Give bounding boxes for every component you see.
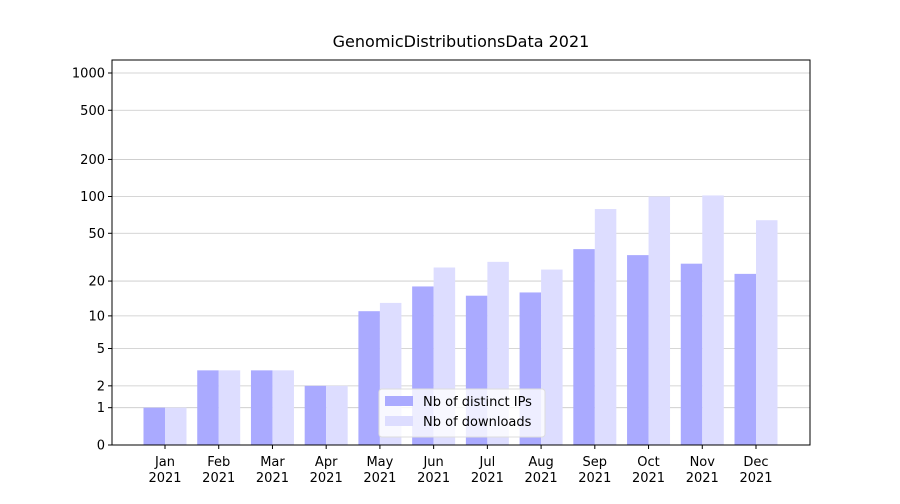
bar	[197, 370, 219, 445]
y-tick-label: 1000	[72, 66, 105, 81]
bar	[573, 249, 595, 445]
bar	[734, 273, 756, 445]
legend-label: Nb of distinct IPs	[423, 395, 532, 410]
x-tick-label: Jul 2021	[471, 455, 504, 486]
bar	[143, 407, 165, 445]
plot-frame	[111, 59, 811, 446]
bar	[250, 370, 273, 445]
x-tick-label: May 2021	[363, 455, 396, 486]
y-tick-label: 2	[97, 379, 105, 394]
bar	[648, 196, 671, 445]
x-tick-label: Apr 2021	[310, 455, 343, 486]
x-tick-label: Sep 2021	[578, 455, 611, 486]
x-tick-label: Oct 2021	[632, 455, 665, 486]
bar	[756, 220, 778, 445]
bar	[326, 385, 348, 445]
x-tick-label: Dec 2021	[739, 455, 772, 486]
y-tick-label: 100	[80, 190, 105, 205]
legend-swatch	[385, 396, 413, 406]
bar	[594, 209, 617, 445]
x-tick-label: Aug 2021	[525, 455, 558, 486]
bar	[627, 255, 649, 445]
bar	[272, 370, 294, 445]
y-tick-label: 20	[88, 275, 105, 290]
legend-box	[378, 388, 546, 438]
x-tick-label: Jun 2021	[417, 455, 450, 486]
y-tick-label: 50	[88, 227, 105, 242]
x-tick-label: Jan 2021	[148, 455, 181, 486]
y-tick-label: 200	[80, 153, 105, 168]
legend-label: Nb of downloads	[423, 415, 532, 430]
x-tick-label: Feb 2021	[202, 455, 235, 486]
y-tick-label: 10	[88, 309, 105, 324]
y-tick-label: 5	[97, 342, 105, 357]
bar	[218, 370, 241, 445]
chart-title: GenomicDistributionsData 2021	[333, 32, 590, 51]
bar	[304, 385, 327, 445]
bar	[680, 263, 703, 445]
x-tick-label: Mar 2021	[256, 455, 289, 486]
y-tick-label: 0	[97, 439, 105, 454]
bar	[541, 269, 563, 445]
legend: Nb of distinct IPs Nb of downloads	[378, 388, 546, 438]
y-tick-label: 500	[80, 104, 105, 119]
legend-swatch	[385, 416, 413, 426]
x-tick-label: Nov 2021	[686, 455, 719, 486]
bar	[702, 195, 724, 445]
y-tick-label: 1	[97, 401, 105, 416]
bar	[165, 407, 187, 445]
bar	[358, 311, 380, 445]
